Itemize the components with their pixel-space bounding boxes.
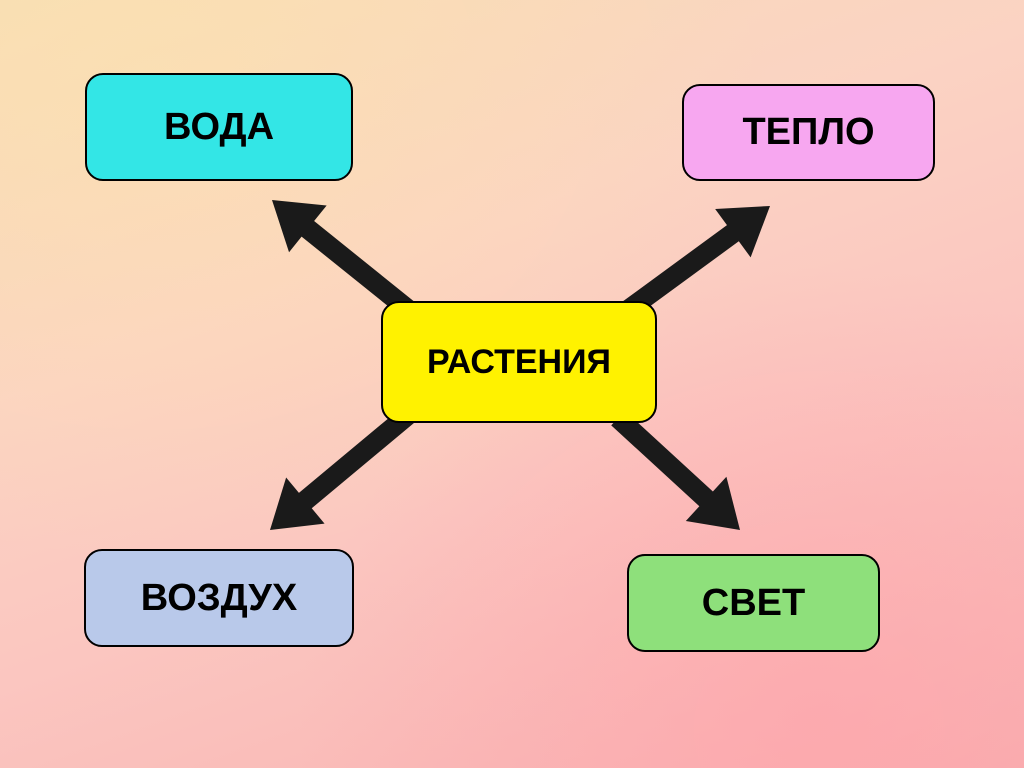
- node-heat: ТЕПЛО: [682, 84, 935, 181]
- center-label: РАСТЕНИЯ: [427, 343, 611, 382]
- node-label: ВОДА: [164, 106, 274, 149]
- diagram-stage: РАСТЕНИЯ ВОДА ТЕПЛО ВОЗДУХ СВЕТ: [0, 0, 1024, 768]
- arrow: [611, 411, 740, 530]
- node-air: ВОЗДУХ: [84, 549, 354, 647]
- node-light: СВЕТ: [627, 554, 880, 652]
- node-water: ВОДА: [85, 73, 353, 181]
- node-label: ВОЗДУХ: [141, 577, 297, 620]
- center-node: РАСТЕНИЯ: [381, 301, 657, 423]
- node-label: ТЕПЛО: [742, 111, 874, 154]
- node-label: СВЕТ: [702, 582, 805, 625]
- arrow: [270, 407, 414, 530]
